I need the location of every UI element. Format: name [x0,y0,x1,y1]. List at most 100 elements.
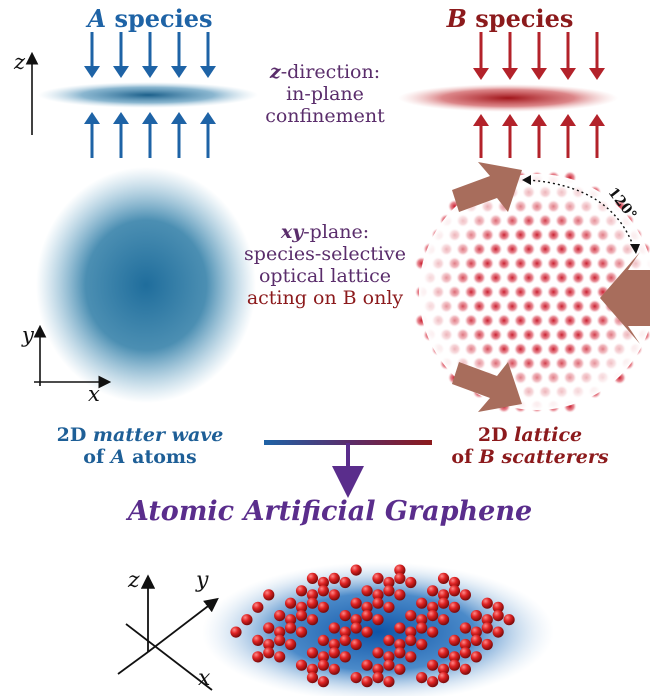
scatterer-sphere [372,572,384,585]
up-arrow [589,114,605,158]
scatterer-sphere [350,638,362,651]
scatterer-sphere [339,610,351,622]
scatterer-sphere [470,634,482,647]
a-species-pancake [38,82,258,108]
scatterer-sphere [306,589,319,601]
scatterer-sphere [394,622,406,634]
scatterer-sphere [481,614,493,626]
scatterer-sphere [350,597,362,609]
scatterer-sphere [470,651,482,663]
scatterer-sphere [306,597,319,609]
scatterer-sphere [339,576,351,589]
scatterer-sphere [372,597,384,609]
scatterer-sphere [383,585,395,597]
up-arrow [560,114,576,158]
scatterer-sphere [350,672,362,684]
scatterer-sphere [427,659,439,671]
scatterer-sphere [416,672,428,684]
scatterer-sphere [361,626,373,638]
scatterer-sphere [361,676,373,688]
scatterer-sphere [459,589,471,601]
scatterer-sphere [350,564,362,576]
scatterer-sphere [306,572,319,585]
up-arrow [84,112,100,158]
scatterer-sphere [416,597,428,609]
scatterer-sphere [328,589,340,601]
scatterer-sphere [295,659,308,671]
y-axis-label-middle: y [22,323,34,347]
a-caption: 2D matter wave of A atoms [56,424,224,468]
scatterer-sphere [437,647,450,659]
scatterer-sphere [274,626,286,638]
scatterer-sphere [448,651,461,663]
scatterer-sphere [295,601,308,613]
scatterer-sphere [361,610,373,622]
scatterer-sphere [339,651,351,663]
scatterer-sphere [350,622,362,634]
scatterer-sphere [285,622,297,634]
scatterer-sphere [274,610,286,622]
up-arrow [531,114,547,158]
scatterer-sphere [492,601,504,613]
x-axis-bottom-tail [117,651,149,675]
angle-arc-head-right [630,244,640,254]
scatterer-sphere [492,610,504,622]
scatterer-sphere [416,614,428,626]
scatterer-sphere [383,651,395,663]
scatterer-sphere [317,634,329,647]
scatterer-sphere [328,572,340,585]
scatterer-sphere [263,589,275,601]
scatterer-sphere [394,572,406,585]
scatterer-sphere [405,634,417,647]
down-arrow [531,32,547,80]
scatterer-sphere [285,614,297,626]
scatterer-sphere [416,622,428,634]
scatterer-sphere [448,659,461,671]
down-arrow [589,32,605,80]
scatterer-sphere [383,659,395,671]
y-axis-bottom [147,597,219,653]
y-axis-label-bottom: y [196,568,209,593]
scatterer-sphere [405,610,417,622]
up-arrow [171,112,187,158]
scatterer-sphere [317,585,329,597]
scatterer-sphere [274,651,286,663]
x-axis-label-middle: x [88,382,100,406]
scatterer-sphere [481,622,493,634]
scatterer-sphere [383,634,395,647]
x-axis-label-bottom: x [198,666,211,691]
scatterer-sphere [394,589,406,601]
scatterer-sphere [437,663,450,675]
scatterer-sphere [306,614,319,626]
up-arrow [473,114,489,158]
scatterer-sphere [459,622,471,634]
scatterer-sphere [372,589,384,601]
scatterer-sphere [448,601,461,613]
z-axis-label-bottom: z [128,568,140,593]
scatterer-sphere [306,647,319,659]
scatterer-sphere [427,610,439,622]
down-arrow [113,32,129,78]
z-axis-label-top: z [14,50,26,74]
scatterer-sphere [437,589,450,601]
scatterer-sphere [427,601,439,613]
scatterer-sphere [470,626,482,638]
scatterer-sphere [492,626,504,638]
angle-arc-head-left [522,175,531,185]
scatterer-sphere [328,622,340,634]
scatterer-sphere [470,610,482,622]
scatterer-sphere [394,638,406,651]
scatterer-sphere [394,663,406,675]
scatterer-sphere [437,572,450,585]
scatterer-sphere [405,651,417,663]
scatterer-sphere [372,614,384,626]
scatterer-sphere [328,647,340,659]
lattice-fade-mask [419,174,650,410]
scatterer-sphere [263,638,275,651]
down-arrow [200,32,216,78]
scatterer-sphere [481,638,493,651]
scatterer-sphere [241,614,253,626]
scatterer-sphere [285,597,297,609]
scatterer-sphere [448,576,461,589]
